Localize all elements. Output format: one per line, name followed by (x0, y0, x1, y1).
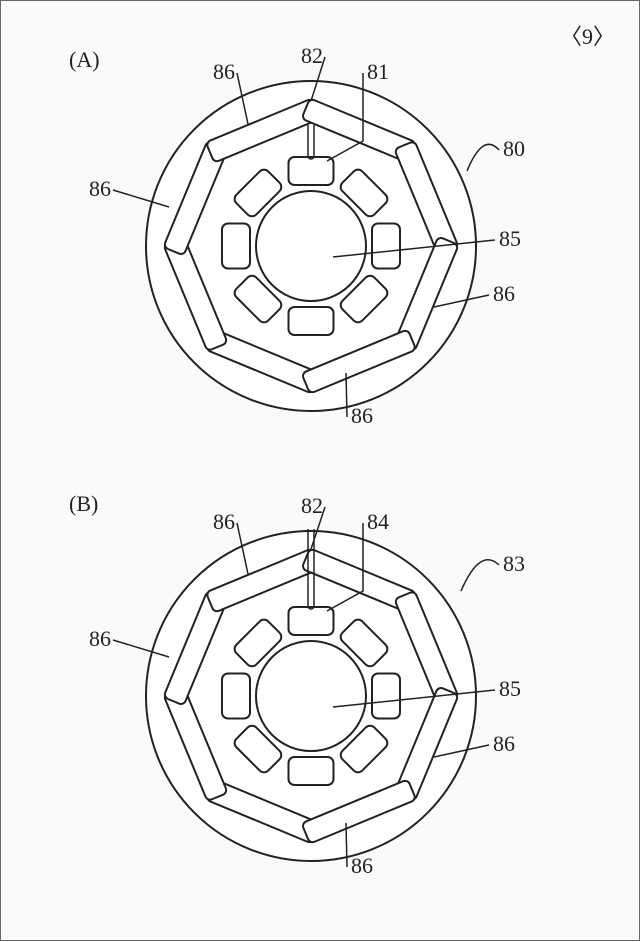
ref-label-85: 85 (499, 676, 521, 701)
ref-label-84: 84 (367, 509, 389, 534)
ref-label-80: 80 (503, 136, 525, 161)
ref-label-82: 82 (301, 43, 323, 68)
ref-label-86: 86 (89, 176, 111, 201)
ref-label-86: 86 (493, 281, 515, 306)
page: 〈9〉 (A) (B) 8682818086858686 86828483868… (0, 0, 640, 941)
ref-label-85: 85 (499, 226, 521, 251)
ref-label-86: 86 (351, 403, 373, 428)
ref-label-83: 83 (503, 551, 525, 576)
ref-label-82: 82 (301, 493, 323, 518)
ref-label-86: 86 (89, 626, 111, 651)
figure-a: 86 82 81 80 86 85 86 86 (1, 1, 640, 471)
figure-b: 86 82 84 83 86 85 86 86 (1, 471, 640, 942)
ref-label-86: 86 (213, 59, 235, 84)
ref-label-86: 86 (493, 731, 515, 756)
ref-label-81: 81 (367, 59, 389, 84)
ref-label-86: 86 (351, 853, 373, 878)
ref-label-86: 86 (213, 509, 235, 534)
